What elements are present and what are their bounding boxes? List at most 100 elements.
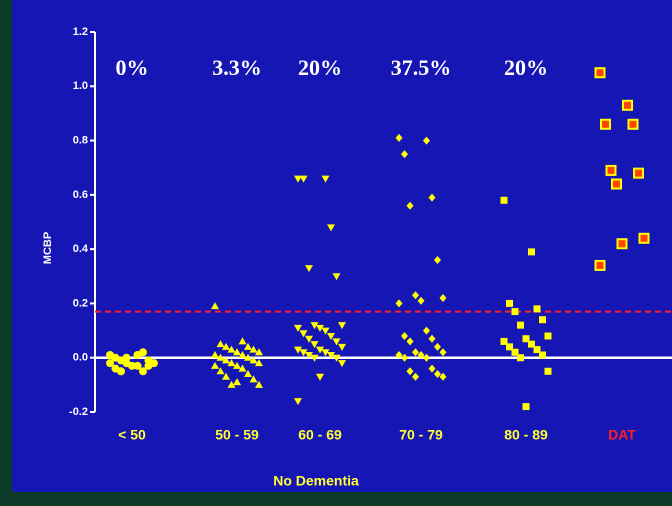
- point: [216, 340, 225, 348]
- point: [222, 342, 230, 350]
- annotation: 0%: [116, 55, 149, 80]
- point: [417, 351, 425, 359]
- point: [506, 343, 513, 351]
- point: [321, 327, 330, 335]
- point: [611, 178, 622, 190]
- point: [517, 321, 524, 329]
- point: [395, 133, 403, 142]
- point: [227, 345, 236, 353]
- point: [338, 343, 346, 351]
- y-tick-label: 1.2: [73, 26, 88, 38]
- point: [122, 353, 131, 362]
- point: [316, 324, 324, 332]
- point: [412, 348, 419, 357]
- point: [539, 316, 546, 324]
- annotation: 3.3%: [212, 55, 262, 80]
- point: [327, 224, 335, 232]
- point: [299, 175, 308, 183]
- point: [439, 348, 447, 357]
- y-tick-label: 0.8: [73, 134, 88, 146]
- point: [238, 364, 247, 372]
- point: [439, 294, 447, 302]
- point: [294, 324, 302, 332]
- point: [316, 373, 324, 381]
- point: [321, 175, 330, 183]
- point: [406, 337, 414, 346]
- point: [594, 259, 606, 271]
- point: [117, 367, 125, 376]
- point: [528, 248, 535, 256]
- point: [439, 372, 447, 381]
- point: [332, 338, 341, 346]
- point: [211, 302, 219, 310]
- point: [222, 356, 230, 364]
- point: [544, 332, 552, 340]
- y-tick-label: 0.4: [73, 243, 89, 255]
- point: [616, 238, 628, 250]
- x-tick-label: 80 - 89: [504, 427, 548, 443]
- point: [133, 361, 142, 370]
- point: [316, 346, 324, 354]
- point: [395, 299, 403, 308]
- point: [106, 359, 114, 368]
- point: [216, 353, 225, 361]
- point: [406, 201, 414, 210]
- point: [517, 354, 524, 362]
- point: [539, 351, 546, 359]
- point: [310, 322, 319, 330]
- point: [305, 265, 313, 273]
- point: [255, 348, 263, 356]
- point: [216, 367, 225, 375]
- point: [423, 353, 430, 362]
- point: [294, 398, 302, 406]
- y-tick-label: 0.6: [73, 189, 88, 201]
- point: [544, 367, 552, 375]
- point: [638, 232, 650, 244]
- point: [128, 361, 136, 370]
- point: [233, 348, 241, 356]
- point: [332, 273, 341, 281]
- point: [533, 305, 541, 313]
- point: [338, 360, 346, 368]
- point: [255, 359, 263, 367]
- point: [222, 372, 230, 380]
- point: [211, 351, 219, 358]
- point: [528, 340, 535, 348]
- point: [144, 361, 153, 370]
- point: [522, 403, 530, 411]
- point: [500, 337, 508, 345]
- point: [622, 99, 633, 111]
- point: [511, 308, 519, 316]
- point: [417, 296, 425, 305]
- annotation: 20%: [298, 55, 342, 80]
- point: [395, 351, 403, 359]
- point: [227, 359, 236, 367]
- point: [211, 361, 219, 369]
- point: [428, 193, 436, 202]
- point: [401, 353, 408, 362]
- point: [511, 348, 519, 356]
- point: [600, 118, 611, 130]
- point: [305, 335, 313, 343]
- y-tick-label: 0.2: [73, 297, 88, 309]
- point: [255, 380, 263, 388]
- point: [233, 378, 241, 386]
- point: [244, 353, 252, 361]
- point: [238, 337, 247, 345]
- point: [412, 372, 419, 381]
- x-tick-label: 70 - 79: [399, 427, 443, 443]
- annotation: 20%: [504, 55, 548, 80]
- point: [412, 291, 419, 300]
- x-tick-label: 50 - 59: [215, 427, 259, 443]
- point: [434, 256, 441, 264]
- point: [249, 345, 258, 353]
- point: [434, 342, 441, 351]
- plot-background: [12, 0, 672, 492]
- point: [233, 361, 241, 369]
- point: [249, 375, 258, 383]
- x-axis-label: No Dementia: [273, 473, 359, 489]
- point: [428, 364, 436, 373]
- point: [401, 332, 408, 340]
- point: [294, 175, 302, 183]
- point: [506, 299, 513, 307]
